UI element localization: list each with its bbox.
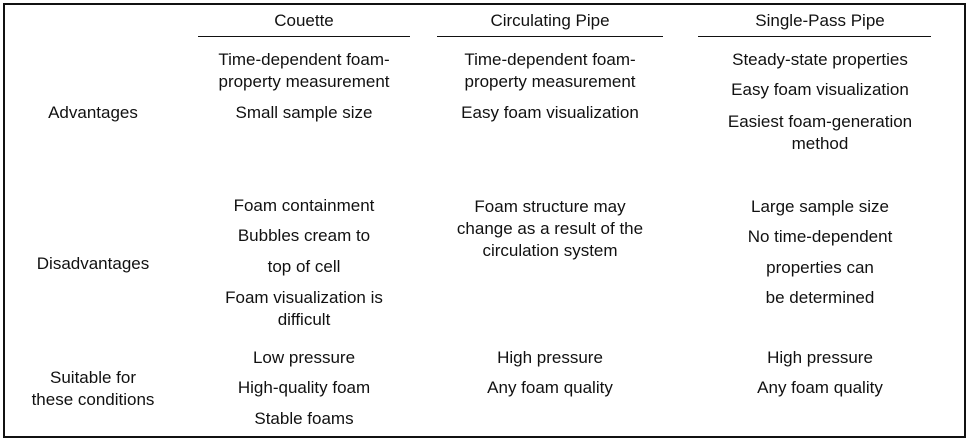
cell-text: circulation system [482,241,618,260]
header-rule-circulating [437,36,663,37]
cell-text: No time-dependent [747,227,893,246]
header-rule-couette [198,36,410,37]
cell-text: Steady-state properties [732,50,908,69]
cell-text: top of cell [267,257,341,276]
row-label-advantages: Advantages [48,103,138,122]
cell-text: Easy foam visualization [731,80,909,99]
cell-text: difficult [277,310,331,329]
cell-text: method [791,134,849,153]
cell-text: Foam containment [233,196,375,215]
cell-text: Time-dependent foam- [218,50,390,69]
cell-text: Foam visualization is [225,288,383,307]
header-couette: Couette [274,11,334,30]
cell-text: High pressure [767,348,873,367]
cell-text: be determined [765,288,875,307]
cell-text: property measurement [464,72,636,91]
cell-text: Bubbles cream to [237,226,371,245]
header-rule-single-pass [698,36,931,37]
header-circulating-pipe: Circulating Pipe [490,11,610,30]
cell-text: Easiest foam-generation [727,112,913,131]
cell-text: Easy foam visualization [461,103,639,122]
cell-text: Stable foams [254,409,354,428]
row-label-suitable-1: Suitable for [50,368,136,387]
cell-text: Low pressure [252,348,356,367]
row-label-suitable-2: these conditions [31,390,155,409]
header-single-pass-pipe: Single-Pass Pipe [755,11,885,30]
cell-text: High-quality foam [237,378,371,397]
cell-text: Foam structure may [474,197,626,216]
row-label-disadvantages: Disadvantages [36,254,150,273]
cell-text: Small sample size [235,103,373,122]
cell-text: properties can [766,258,874,277]
cell-text: change as a result of the [456,219,644,238]
table-frame [3,3,966,438]
cell-text: property measurement [218,72,390,91]
cell-text: Time-dependent foam- [464,50,636,69]
cell-text: Large sample size [751,197,889,216]
cell-text: Any foam quality [487,378,613,397]
cell-text: High pressure [497,348,603,367]
cell-text: Any foam quality [757,378,883,397]
